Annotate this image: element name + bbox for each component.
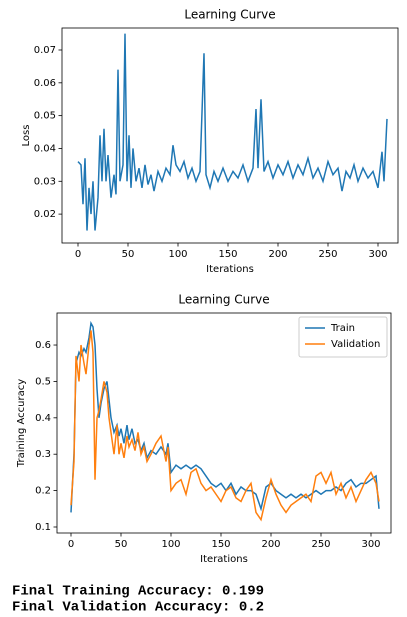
legend-label: Validation xyxy=(331,339,380,350)
y-tick-label: 0.07 xyxy=(34,45,56,56)
x-tick-label: 200 xyxy=(261,539,280,550)
x-tick-label: 150 xyxy=(218,249,237,260)
line-series xyxy=(70,330,380,522)
x-tick-label: 50 xyxy=(115,539,128,550)
y-tick-label: 0.06 xyxy=(34,78,56,89)
x-tick-label: 100 xyxy=(161,539,180,550)
y-tick-label: 0.04 xyxy=(34,143,56,154)
y-tick-label: 0.5 xyxy=(35,376,51,387)
x-tick-label: 200 xyxy=(268,249,287,260)
y-axis-label: Training Accuracy xyxy=(16,379,27,468)
y-tick-label: 0.05 xyxy=(34,111,56,122)
x-tick-label: 100 xyxy=(168,249,187,260)
output-line: Final Validation Accuracy: 0.2 xyxy=(12,600,264,616)
axes-frame xyxy=(56,312,392,534)
y-axis-label: Loss xyxy=(21,125,32,147)
legend-label: Train xyxy=(330,323,355,334)
line-series xyxy=(77,33,388,231)
x-tick-label: 0 xyxy=(68,539,74,550)
y-tick-label: 0.1 xyxy=(35,522,51,533)
y-tick-label: 0.2 xyxy=(35,486,51,497)
y-tick-label: 0.4 xyxy=(35,413,51,424)
axes-frame xyxy=(61,27,399,244)
x-axis-label: Iterations xyxy=(200,554,248,565)
x-tick-label: 300 xyxy=(368,249,387,260)
y-tick-label: 0.3 xyxy=(35,449,51,460)
legend-box xyxy=(298,316,388,358)
output-line: Final Training Accuracy: 0.199 xyxy=(12,584,264,600)
chart-title: Learning Curve xyxy=(178,293,269,307)
y-tick-label: 0.03 xyxy=(34,176,56,187)
x-tick-label: 300 xyxy=(361,539,380,550)
x-tick-label: 250 xyxy=(311,539,330,550)
x-tick-label: 150 xyxy=(211,539,230,550)
y-tick-label: 0.02 xyxy=(34,209,56,220)
x-tick-label: 0 xyxy=(75,249,81,260)
chart-title: Learning Curve xyxy=(184,8,275,22)
x-axis-label: Iterations xyxy=(206,264,254,275)
x-tick-label: 250 xyxy=(318,249,337,260)
x-tick-label: 50 xyxy=(122,249,135,260)
y-tick-label: 0.6 xyxy=(35,340,51,351)
